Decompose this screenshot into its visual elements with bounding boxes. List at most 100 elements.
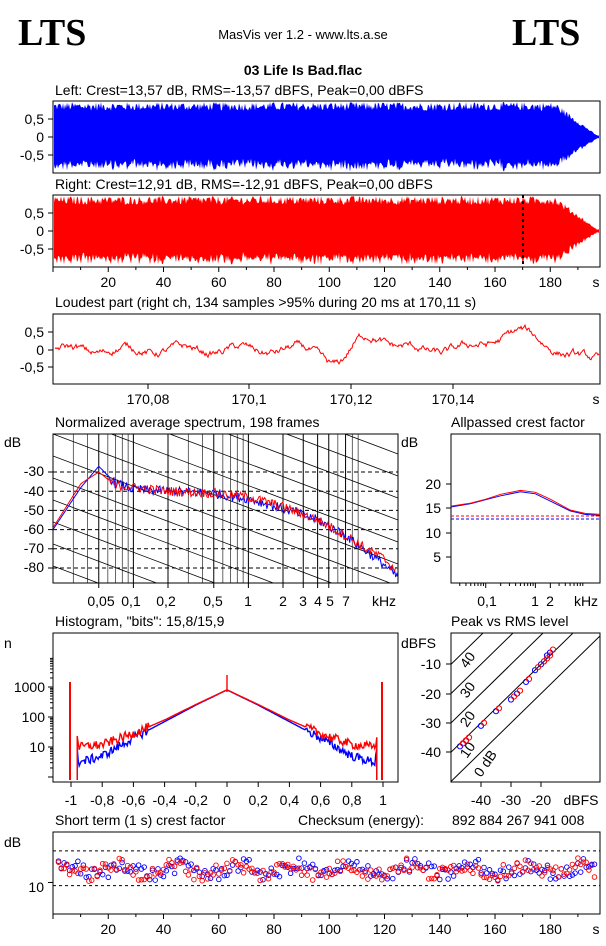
- st-point: [246, 856, 252, 863]
- st-point: [591, 874, 598, 880]
- st-point: [437, 865, 443, 872]
- st-point: [390, 865, 396, 871]
- st-point: [376, 866, 382, 872]
- st-point: [467, 867, 473, 873]
- peak-vs-rms-frame: [450, 632, 601, 783]
- spectrum-xtick-label: 7: [342, 593, 350, 609]
- st-point: [169, 863, 175, 870]
- st-point: [88, 866, 95, 872]
- st-point: [539, 873, 545, 879]
- st-point: [428, 875, 435, 882]
- st-point: [66, 871, 73, 878]
- spectrum-grid-diagonal: [227, 434, 398, 499]
- st-point: [135, 862, 142, 868]
- st-point: [320, 868, 327, 875]
- st-point: [356, 867, 363, 873]
- st-point: [105, 874, 112, 881]
- st-point: [379, 871, 385, 877]
- right-ytick-label: -0,5: [20, 241, 44, 257]
- st-point: [55, 859, 62, 865]
- histogram-ytick-label: 1000: [14, 679, 45, 695]
- spectrum-chart: dB -30 -40 -50 -60 -70 -80 0,05 0,1 0,2 …: [4, 302, 399, 609]
- st-point: [450, 873, 457, 879]
- st-point: [508, 869, 515, 875]
- spectrum-frame: [52, 433, 399, 584]
- st-point: [268, 869, 274, 875]
- histogram-xtick-label: -0,4: [153, 792, 177, 808]
- left-waveform-area: [54, 102, 599, 172]
- st-point: [119, 857, 125, 863]
- st-point: [69, 864, 76, 870]
- st-point: [130, 872, 136, 878]
- st-point: [116, 865, 123, 872]
- st-point: [202, 867, 208, 874]
- time-xtick-label: 100: [318, 921, 342, 937]
- st-point: [160, 866, 167, 873]
- loud-xtick-label: 170,14: [432, 391, 475, 407]
- st-point: [395, 868, 402, 875]
- allpassed-ytick-label: 20: [425, 476, 441, 492]
- right-waveform-area: [54, 196, 599, 266]
- st-point: [285, 861, 291, 868]
- st-point: [500, 868, 507, 874]
- right-ytick-label: 0: [36, 223, 44, 239]
- st-point: [423, 864, 429, 871]
- st-point: [265, 872, 272, 878]
- st-point: [232, 859, 239, 865]
- st-point: [470, 870, 476, 877]
- spectrum-xtick-label: 4: [314, 593, 322, 609]
- st-point: [569, 861, 576, 868]
- time-xtick-label: 140: [428, 274, 452, 290]
- st-point: [539, 866, 545, 873]
- spectrum-xtick-label: 0,1: [121, 593, 141, 609]
- st-point: [497, 873, 504, 880]
- spectrum-ytick-label: -30: [24, 463, 44, 479]
- st-point: [486, 876, 493, 883]
- time-xtick-label: 100: [318, 274, 342, 290]
- st-point: [249, 865, 255, 872]
- loudest-part-chart: 0,5 0 -0,5 170,08 170,1 170,12 170,14 s: [20, 313, 601, 407]
- spectrum-xtick-label: 5: [326, 593, 334, 609]
- st-point: [279, 862, 286, 869]
- histogram-xtick-label: 1: [379, 792, 387, 808]
- spectrum-ytick-label: -70: [24, 540, 44, 556]
- spectrum-grid-diagonal: [53, 302, 398, 432]
- st-point: [439, 866, 446, 873]
- loud-x-unit: s: [593, 391, 600, 407]
- st-point: [564, 870, 570, 877]
- st-point: [555, 874, 562, 880]
- pvr-diagonal-label: 40: [456, 649, 478, 671]
- st-point: [403, 857, 410, 863]
- st-point: [207, 875, 214, 882]
- st-point: [373, 873, 379, 879]
- st-point: [536, 870, 542, 876]
- st-point: [293, 865, 299, 871]
- st-point: [575, 855, 581, 861]
- st-point: [301, 869, 308, 875]
- st-point: [503, 875, 509, 882]
- allpassed-xtick-label: 1: [531, 593, 539, 609]
- st-point: [588, 862, 595, 869]
- spectrum-xtick-label: 0,05: [87, 593, 114, 609]
- st-point: [583, 859, 589, 866]
- st-point: [171, 863, 178, 870]
- st-point: [141, 864, 147, 870]
- st-point: [265, 875, 272, 882]
- st-point: [111, 861, 117, 867]
- st-point: [296, 865, 302, 871]
- st-point: [401, 867, 407, 874]
- pvr-point: [492, 708, 500, 715]
- st-point: [307, 865, 313, 871]
- st-point: [398, 864, 404, 871]
- st-point: [475, 856, 482, 863]
- pvr-ytick-label: -20: [421, 686, 441, 702]
- left-ytick-label: 0: [36, 129, 44, 145]
- histogram-frame: [52, 632, 399, 783]
- st-point: [459, 868, 465, 874]
- st-point: [343, 863, 349, 870]
- st-point: [558, 866, 565, 872]
- st-point: [547, 866, 554, 872]
- st-point: [425, 876, 432, 882]
- st-point: [224, 860, 230, 867]
